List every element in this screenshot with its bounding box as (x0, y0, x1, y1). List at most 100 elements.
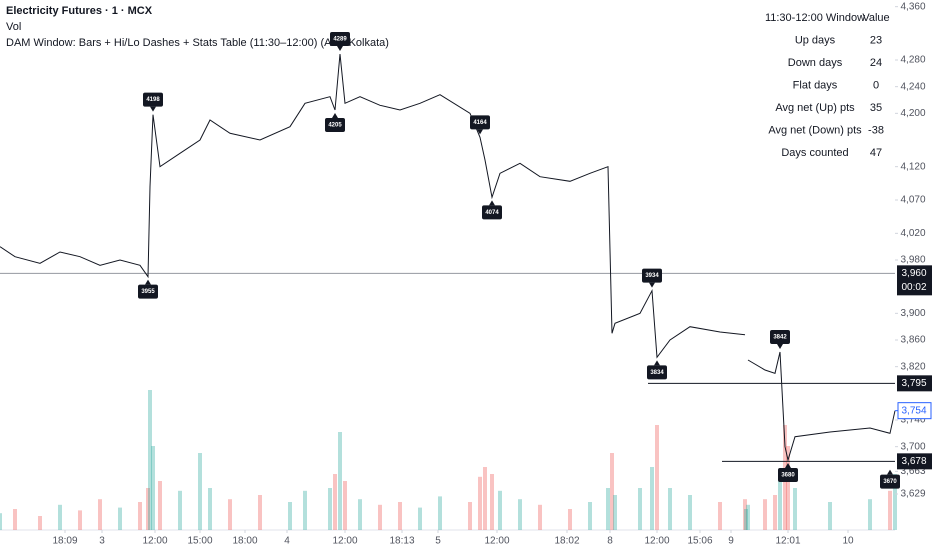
volume-bar (333, 474, 337, 530)
y-tick-label: 4,070 (900, 195, 925, 206)
volume-bar (146, 488, 150, 530)
marker-box (770, 330, 790, 344)
volume-bar (58, 504, 62, 530)
volume-bar (478, 476, 482, 530)
table-value: 0 (873, 79, 879, 91)
price-badge (897, 375, 932, 392)
x-tick-label: 12:00 (644, 536, 669, 547)
marker-pointer (489, 200, 495, 206)
marker-pointer (649, 282, 655, 288)
volume-bar (468, 502, 472, 530)
volume-bar (518, 499, 522, 530)
price-line (0, 53, 896, 462)
x-tick-label: 12:00 (332, 536, 357, 547)
table-value: 47 (870, 147, 882, 159)
volume-bar (78, 510, 82, 530)
marker-label: 4289 (333, 37, 347, 43)
marker-pointer (887, 469, 893, 475)
marker-box (482, 205, 502, 220)
table-label: Avg net (Up) pts (775, 102, 855, 114)
volume-bar (538, 504, 542, 530)
volume-bar (343, 481, 347, 530)
volume-bar (828, 502, 832, 530)
x-tick-label: 15:06 (687, 536, 712, 547)
marker-box (325, 118, 345, 132)
marker-label: 4198 (146, 97, 160, 103)
volume-bar (38, 516, 42, 530)
volume-bar (198, 453, 202, 530)
marker-pointer (145, 279, 151, 285)
marker-label: 4074 (485, 210, 499, 216)
x-tick-label: 18:09 (52, 536, 77, 547)
table-label: Up days (795, 34, 836, 46)
y-tick-label: 3,740 (900, 415, 925, 426)
volume-bar (778, 481, 782, 530)
volume-bar (606, 488, 610, 530)
marker-box (647, 365, 667, 380)
marker-label: 3842 (773, 335, 787, 341)
x-tick-label: 8 (607, 536, 613, 547)
marker-label: 3670 (883, 479, 897, 485)
y-tick-label: 4,240 (900, 81, 925, 92)
volume-bar (118, 507, 122, 530)
volume-bar (668, 488, 672, 530)
price-badge (897, 265, 932, 296)
marker-label: 4164 (473, 120, 487, 126)
marker-box (138, 284, 158, 299)
table-background (760, 6, 895, 164)
volume-bar (338, 432, 342, 530)
marker-pointer (150, 106, 156, 112)
volume-bar (358, 499, 362, 530)
volume-bar (138, 502, 142, 530)
x-tick-label: 4 (284, 536, 290, 547)
volume-bar (378, 504, 382, 530)
volume-bar (568, 509, 572, 530)
y-tick-label: 3,700 (900, 441, 925, 452)
volume-bar (650, 467, 654, 530)
countdown-label: 00:02 (901, 282, 926, 293)
volume-bar (208, 488, 212, 530)
volume-bar (418, 507, 422, 530)
volume-bar (148, 390, 152, 530)
table-header: Value (862, 12, 889, 24)
volume-bar (0, 513, 2, 530)
table-value: 24 (870, 57, 882, 69)
x-tick-label: 15:00 (187, 536, 212, 547)
table-value: 35 (870, 102, 882, 114)
x-tick-label: 9 (728, 536, 734, 547)
volume-bar (158, 481, 162, 530)
x-tick-label: 18:13 (389, 536, 414, 547)
table-header: 11:30-12:00 Window (765, 12, 865, 24)
volume-legend: Vol (6, 21, 21, 33)
last-price-badge (897, 402, 932, 420)
y-tick-label: 3,860 (900, 335, 925, 346)
x-tick-label: 18:02 (554, 536, 579, 547)
price-badge-label: 3,795 (901, 378, 926, 389)
marker-label: 4205 (328, 123, 342, 129)
volume-bar (746, 504, 750, 530)
volume-bar (744, 509, 748, 530)
volume-bar (13, 509, 17, 530)
volume-bar (893, 474, 897, 530)
volume-bar (638, 488, 642, 530)
volume-bar (438, 496, 442, 530)
indicator-label: DAM Window: Bars + Hi/Lo Dashes + Stats … (6, 37, 389, 49)
table-label: Flat days (793, 79, 838, 91)
volume-bar (610, 453, 614, 530)
marker-box (778, 468, 798, 482)
volume-bar (588, 502, 592, 530)
volume-bar (98, 499, 102, 530)
marker-label: 3680 (781, 473, 795, 479)
volume-bar (688, 495, 692, 530)
table-label: Down days (788, 57, 843, 69)
marker-pointer (785, 463, 791, 468)
x-tick-label: 12:01 (775, 536, 800, 547)
price-badge-label: 3,678 (901, 456, 926, 467)
volume-bar (655, 425, 659, 530)
table-value: -38 (868, 124, 884, 136)
y-tick-label: 3,900 (900, 308, 925, 319)
x-tick-label: 12:00 (142, 536, 167, 547)
volume-bar (228, 499, 232, 530)
